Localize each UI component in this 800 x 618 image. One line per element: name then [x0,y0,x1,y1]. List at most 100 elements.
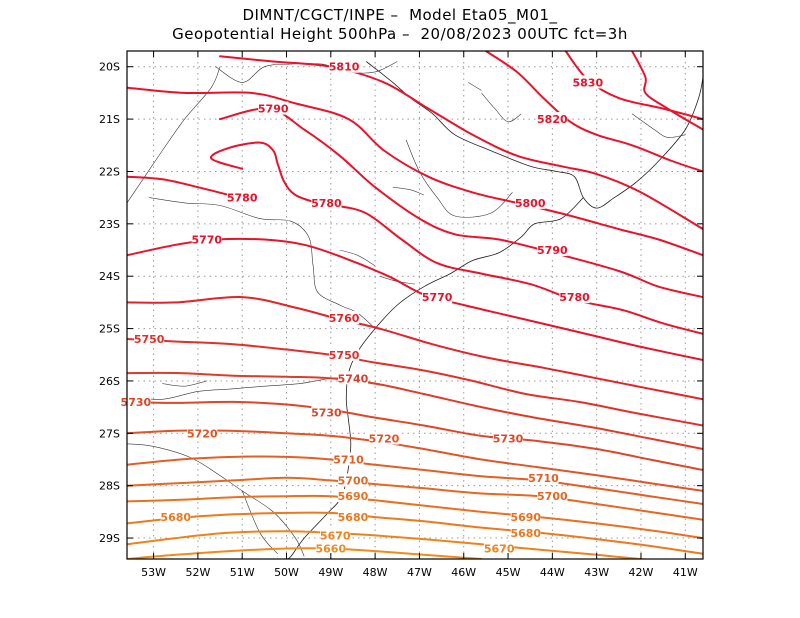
contour-label-bg [572,75,603,89]
lat-tick-label: 25S [99,323,120,336]
contour-5750 [127,338,703,427]
lat-tick-label: 26S [99,375,120,388]
contour-label-bg [329,59,360,73]
contour-label: 5830 [572,76,603,89]
contour-label: 5670 [484,543,515,556]
lon-tick-label: 43W [584,566,609,579]
contour-label-layer: 5830 5820 5810 5800 5790 5790 5780 5780 5780 5770… [121,59,603,556]
contour-label-bg [329,347,360,361]
contour-label-bg [333,452,364,466]
state-border [241,490,278,554]
state-border [631,113,686,138]
contour-label-bg [493,431,524,445]
contour-5730 [127,400,703,471]
lon-tick-label: 42W [629,566,654,579]
lat-tick-label: 24S [99,270,120,283]
contour-label-bg [559,290,590,304]
contour-label: 5680 [510,527,541,540]
contour-label: 5700 [537,490,568,503]
chart-title-line2: Geopotential Height 500hPa – 20/08/2023 … [172,25,628,43]
lat-tick-label: 22S [99,165,120,178]
contour-label: 5730 [311,406,342,419]
lon-tick-label: 48W [363,566,388,579]
river [162,380,207,387]
lon-tick-label: 52W [185,566,210,579]
contour-label-bg [315,541,346,555]
contour-label-bg [311,195,342,209]
geography-layer [127,61,703,559]
contour-label-bg [311,405,342,419]
river [339,249,376,266]
lat-tick-label: 28S [99,480,120,493]
contour-5660 [127,547,483,559]
contour-label: 5770 [191,234,222,247]
contour-label: 5660 [316,543,347,556]
state-border [405,139,513,218]
contour-label-bg [160,510,191,524]
lon-tick-label: 46W [451,566,476,579]
contour-5710 [127,455,703,505]
contour-label: 5700 [338,474,369,487]
contour-label: 5680 [160,511,191,524]
lat-lon-grid [127,51,703,559]
river [392,186,425,196]
contour-5760 [127,296,703,401]
lon-tick-label: 45W [496,566,521,579]
lon-tick-label: 47W [407,566,432,579]
contour-5670 [127,530,650,559]
lat-tick-label: 29S [99,532,120,545]
contour-5830 [631,51,703,131]
plot-frame [126,50,704,560]
contour-label: 5800 [515,197,546,210]
contour-label: 5820 [537,113,568,126]
contour-label: 5710 [333,453,364,466]
contour-5830 [564,51,703,121]
contour-label: 5670 [320,529,351,542]
contour-label-bg [337,510,368,524]
contour-label-bg [537,112,568,126]
lat-tick-label: 20S [99,61,120,74]
contour-label: 5730 [493,433,524,446]
contour-label: 5690 [510,511,541,524]
lat-tick-label: 27S [99,427,120,440]
contour-label-bg [515,195,546,209]
contour-label: 5720 [369,433,400,446]
contour-label: 5790 [537,244,568,257]
contour-label-bg [337,489,368,503]
contour-label-bg [258,101,289,115]
lon-tick-label: 53W [141,566,166,579]
contour-label-bg [187,426,218,440]
contour-label: 5710 [528,472,559,485]
contour-label: 5760 [329,312,360,325]
contour-label-bg [510,510,541,524]
contour-label-bg [422,290,453,304]
contour-label: 5750 [134,333,165,346]
contour-label: 5690 [338,490,369,503]
contour-5790 [219,107,703,299]
contour-label: 5780 [559,291,590,304]
contour-label-bg [337,371,368,385]
lat-tick-label: 21S [99,113,120,126]
contour-5780 [127,175,230,196]
contour-label: 5750 [329,349,360,362]
contour-label: 5780 [227,192,258,205]
contour-5680 [127,511,703,555]
contour-label: 5680 [338,511,369,524]
contour-label: 5790 [258,103,289,116]
contour-layer [127,51,703,559]
contour-5700 [127,476,703,521]
lon-tick-label: 49W [318,566,343,579]
contour-label: 5780 [311,197,342,210]
lon-tick-label: 41W [673,566,698,579]
state-border [127,66,221,204]
contour-label-bg [191,232,222,246]
contour-label: 5810 [329,61,360,74]
lon-tick-label: 44W [540,566,565,579]
lon-tick-label: 51W [230,566,255,579]
contour-label-bg [320,528,351,542]
contour-label-bg [528,470,559,484]
axis-layer: 53W 52W 51W 50W 49W 48W 47W 46W 45W 44W 43W 42W 41W 2… [99,51,703,579]
contour-5720 [127,429,703,492]
chart-title-line1: DIMNT/CGCT/INPE – Model Eta05_M01_ [242,6,558,24]
